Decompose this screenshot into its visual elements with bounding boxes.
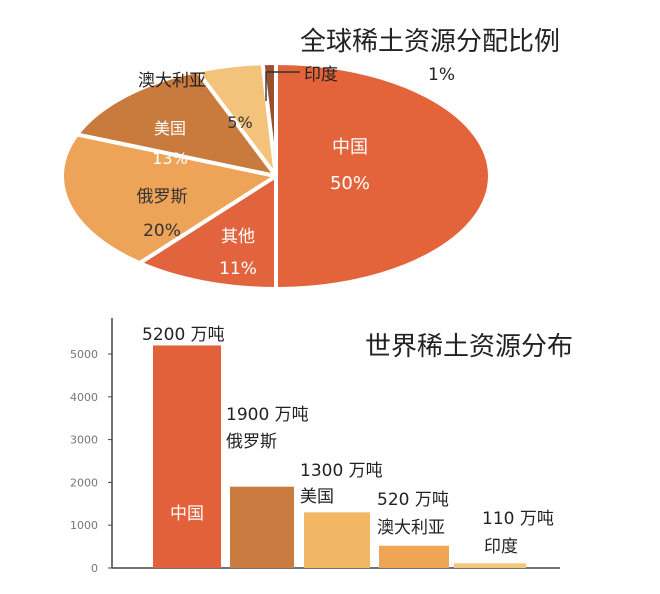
bar-value-label-3: 520 万吨 xyxy=(377,490,449,510)
pie-leader-line xyxy=(265,71,300,101)
bar-y-tick-label-4: 4000 xyxy=(70,391,98,404)
pie-label-name-2: 俄罗斯 xyxy=(137,187,188,207)
pie-label-name-4-outside: 澳大利亚 xyxy=(138,71,206,91)
bar-category-label-0: 中国 xyxy=(170,504,204,524)
pie-label-value-3: 13% xyxy=(152,149,188,168)
pie-label-value-4: 5% xyxy=(227,113,252,132)
bar-value-label-0: 5200 万吨 xyxy=(142,325,225,345)
pie-slice-1 xyxy=(137,174,278,291)
pie-label-name-3: 美国 xyxy=(154,119,186,138)
bar-y-tick-label-3: 3000 xyxy=(70,434,98,447)
bar-1 xyxy=(230,486,294,568)
bar-y-tick-label-2: 2000 xyxy=(70,476,98,489)
pie-label-name-0: 中国 xyxy=(332,137,368,158)
pie-label-value-0: 50% xyxy=(330,173,370,194)
pie-label-value-5: 1% xyxy=(428,65,455,85)
bar-2 xyxy=(304,512,370,568)
bar-0 xyxy=(153,345,221,568)
bar-3 xyxy=(379,545,449,568)
bar-4 xyxy=(454,563,526,568)
bar-y-tick-label-1: 1000 xyxy=(70,519,98,532)
pie-label-value-1: 11% xyxy=(219,259,257,279)
bar-value-label-4: 110 万吨 xyxy=(482,509,554,529)
pie-title: 全球稀土资源分配比例 xyxy=(300,27,560,57)
bar-title: 世界稀土资源分布 xyxy=(365,332,573,362)
bar-category-label-3: 澳大利亚 xyxy=(377,518,445,538)
bar-category-label-4: 印度 xyxy=(484,537,518,557)
pie-slice-0 xyxy=(274,61,492,291)
pie-label-name-1: 其他 xyxy=(221,227,255,247)
pie-label-name-5: 印度 xyxy=(304,65,338,85)
bar-value-label-1: 1900 万吨 xyxy=(226,405,309,425)
bar-y-tick-label-0: 0 xyxy=(91,562,98,575)
bar-category-label-1: 俄罗斯 xyxy=(226,432,277,452)
bar-value-label-2: 1300 万吨 xyxy=(300,461,383,481)
pie-label-value-2: 20% xyxy=(143,221,181,241)
bar-category-label-2: 美国 xyxy=(300,487,334,507)
pie-slice-3 xyxy=(75,68,278,178)
bar-y-tick-label-5: 5000 xyxy=(70,348,98,361)
